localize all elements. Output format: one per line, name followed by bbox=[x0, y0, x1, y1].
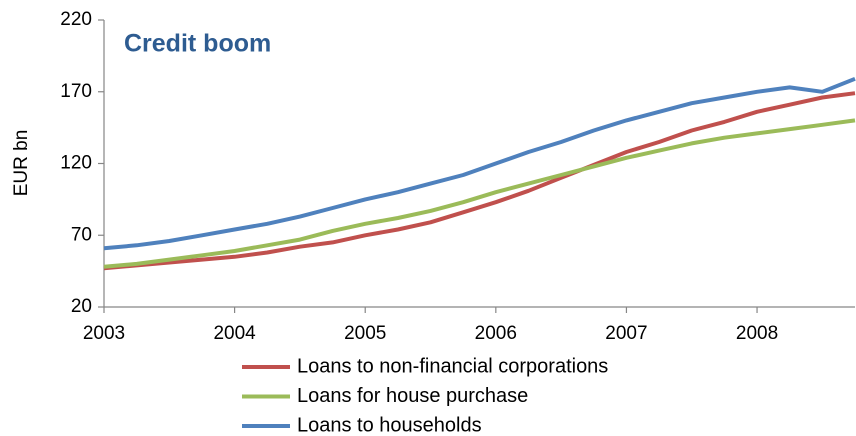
x-tick-label: 2006 bbox=[475, 323, 517, 344]
series-line bbox=[103, 91, 856, 271]
x-tick-label: 2008 bbox=[736, 323, 778, 344]
y-tick-label: 120 bbox=[60, 153, 92, 174]
y-tick-label: 70 bbox=[71, 224, 92, 245]
legend-label: Loans to non-financial corporations bbox=[297, 355, 608, 377]
x-tick-label: 2007 bbox=[605, 323, 647, 344]
legend-label: Loans for house purchase bbox=[297, 385, 528, 407]
chart-title: Credit boom bbox=[124, 30, 271, 58]
y-tick-label: 20 bbox=[71, 296, 92, 317]
y-tick-label: 170 bbox=[60, 81, 92, 102]
x-tick-label: 2005 bbox=[344, 323, 386, 344]
x-tick-label: 2004 bbox=[213, 323, 256, 344]
legend-label: Loans to households bbox=[297, 414, 482, 436]
series-line bbox=[103, 76, 856, 251]
y-tick-label: 220 bbox=[60, 9, 92, 30]
x-tick-label: 2003 bbox=[83, 323, 125, 344]
series-line bbox=[103, 118, 856, 269]
y-axis-label: EUR bn bbox=[11, 130, 32, 197]
